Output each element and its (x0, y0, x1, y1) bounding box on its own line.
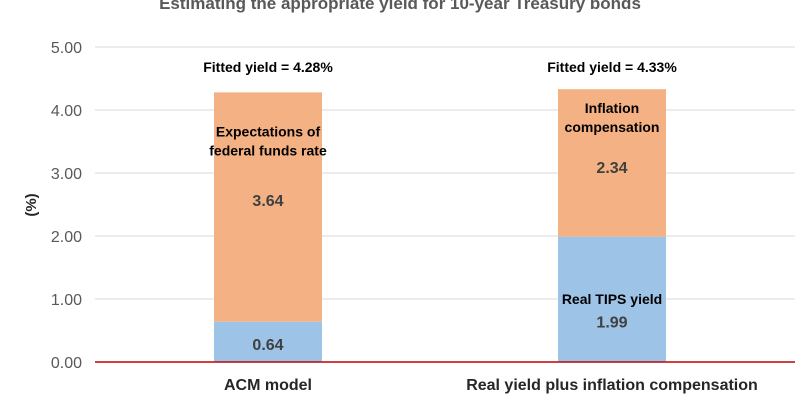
y-tick-label: 1.00 (51, 292, 82, 309)
y-tick-label: 5.00 (51, 40, 82, 57)
segment-label-line: compensation (565, 119, 660, 135)
bar-segment-bottom (558, 236, 666, 362)
y-tick-label: 3.00 (51, 166, 82, 183)
segment-label-line: Inflation (585, 100, 639, 116)
segment-label-line: federal funds rate (209, 142, 327, 158)
bar-segment-top (214, 92, 322, 322)
x-category-label: ACM model (224, 377, 312, 394)
chart-title: Estimating the appropriate yield for 10-… (159, 0, 641, 13)
y-axis-label: (%) (23, 193, 40, 216)
segment-value: 3.64 (252, 193, 283, 210)
y-axis-ticks: 0.00 1.00 2.00 3.00 4.00 5.00 (51, 40, 82, 372)
x-category-label: Real yield plus inflation compensation (466, 377, 758, 394)
y-tick-label: 0.00 (51, 355, 82, 372)
segment-value: 2.34 (596, 160, 627, 177)
y-tick-label: 4.00 (51, 103, 82, 120)
segment-label: Real TIPS yield (562, 291, 662, 307)
segment-value: 1.99 (596, 314, 627, 331)
bar-segment-top (558, 89, 666, 237)
x-axis-categories: ACM model Real yield plus inflation compe… (224, 377, 758, 394)
segment-value: 0.64 (252, 337, 283, 354)
bar-segment-bottom (214, 321, 322, 362)
total-label: Fitted yield = 4.33% (547, 59, 677, 75)
y-tick-label: 2.00 (51, 229, 82, 246)
segment-label-line: Expectations of (216, 123, 321, 139)
gridlines (95, 46, 795, 300)
total-label: Fitted yield = 4.28% (203, 59, 333, 75)
